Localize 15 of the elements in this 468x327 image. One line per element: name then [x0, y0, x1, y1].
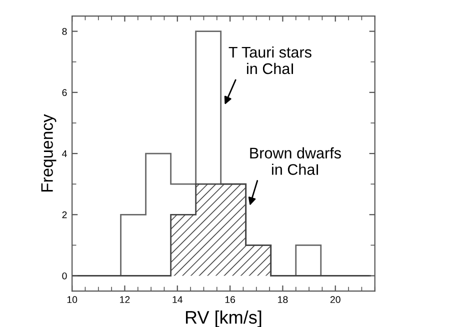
- y-tick-label: 8: [62, 28, 67, 35]
- annotation: Brown dwarfs in ChaI: [250, 147, 341, 175]
- y-tick-label: 4: [62, 150, 67, 158]
- y-tick-label: 2: [62, 211, 67, 218]
- y-tick-label: 0: [62, 272, 67, 280]
- y-axis-title: Frequency: [41, 114, 56, 192]
- x-tick-label: 20: [330, 296, 340, 304]
- annotation: T Tauri stars in ChaI: [228, 46, 312, 74]
- x-tick-label: 18: [278, 296, 288, 304]
- x-axis-title: RV [km/s]: [186, 310, 262, 327]
- x-tick-label: 12: [120, 296, 130, 303]
- y-tick-label: 6: [62, 89, 67, 96]
- x-tick-label: 10: [67, 296, 78, 304]
- x-tick-label: 16: [225, 296, 236, 304]
- x-tick-label: 14: [172, 296, 183, 303]
